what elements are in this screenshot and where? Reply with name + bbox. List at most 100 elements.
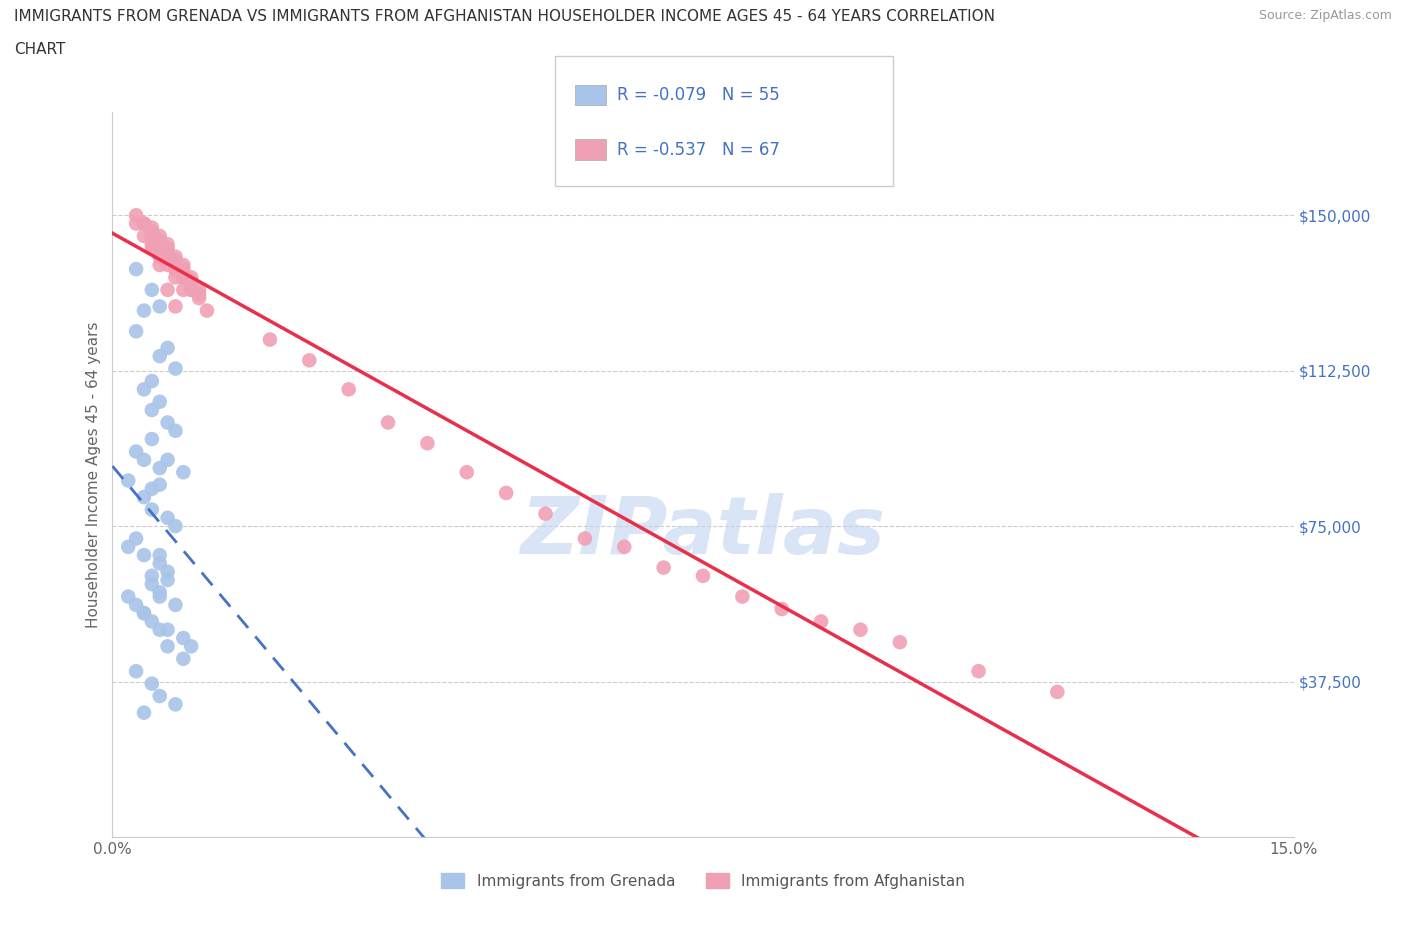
Point [180,639,202,654]
Point [156,241,179,256]
Point [534,506,557,521]
Point [180,270,202,285]
Point [165,519,187,534]
Point [117,589,139,604]
Point [172,266,194,281]
Point [172,270,194,285]
Point [125,597,148,612]
Point [149,229,172,244]
Text: R = -0.079   N = 55: R = -0.079 N = 55 [617,86,780,104]
Point [132,490,155,505]
Point [574,531,596,546]
Point [810,614,832,629]
Point [770,602,793,617]
Point [180,283,202,298]
Point [149,249,172,264]
Point [188,283,211,298]
Point [141,432,163,446]
Point [172,631,194,645]
Point [149,258,172,272]
Point [165,361,187,376]
Point [195,303,218,318]
Point [188,291,211,306]
Point [165,597,187,612]
Point [125,261,148,276]
Point [149,477,172,492]
Point [172,651,194,666]
Point [141,237,163,252]
Point [165,423,187,438]
Point [141,224,163,239]
Point [141,482,163,497]
Point [149,548,172,563]
Point [117,473,139,488]
Point [149,556,172,571]
Point [156,639,179,654]
Point [141,614,163,629]
Point [125,324,148,339]
Point [156,452,179,467]
Point [132,548,155,563]
Point [156,415,179,430]
Point [125,207,148,222]
Point [132,229,155,244]
Point [165,270,187,285]
Point [298,352,321,367]
Point [172,270,194,285]
Point [141,374,163,389]
Point [172,465,194,480]
Point [149,622,172,637]
Point [416,436,439,451]
Point [149,589,172,604]
Point [149,585,172,600]
Point [156,565,179,579]
Y-axis label: Householder Income Ages 45 - 64 years: Householder Income Ages 45 - 64 years [86,321,101,628]
Point [172,283,194,298]
Legend: Immigrants from Grenada, Immigrants from Afghanistan: Immigrants from Grenada, Immigrants from… [436,867,970,895]
Point [165,261,187,276]
Point [156,237,179,252]
Point [156,283,179,298]
Point [156,258,179,272]
Point [156,249,179,264]
Point [141,229,163,244]
Point [188,286,211,301]
Point [849,622,872,637]
Point [141,229,163,244]
Point [132,382,155,397]
Point [180,274,202,289]
Point [141,568,163,583]
Point [889,635,911,650]
Point [172,261,194,276]
Point [125,531,148,546]
Point [149,394,172,409]
Point [117,539,139,554]
Point [149,241,172,256]
Point [141,241,163,256]
Point [132,605,155,620]
Point [731,589,754,604]
Point [165,697,187,711]
Text: ZIPatlas: ZIPatlas [520,493,886,571]
Text: R = -0.537   N = 67: R = -0.537 N = 67 [617,140,780,158]
Point [149,460,172,475]
Point [149,349,172,364]
Point [141,577,163,591]
Text: Source: ZipAtlas.com: Source: ZipAtlas.com [1258,9,1392,22]
Point [337,382,360,397]
Point [132,605,155,620]
Point [156,246,179,260]
Point [132,705,155,720]
Point [495,485,517,500]
Point [180,283,202,298]
Point [165,253,187,268]
Point [125,444,148,458]
Point [156,511,179,525]
Point [1046,684,1069,699]
Point [125,216,148,231]
Text: IMMIGRANTS FROM GRENADA VS IMMIGRANTS FROM AFGHANISTAN HOUSEHOLDER INCOME AGES 4: IMMIGRANTS FROM GRENADA VS IMMIGRANTS FR… [14,9,995,24]
Point [613,539,636,554]
Point [377,415,399,430]
Point [156,249,179,264]
Point [149,688,172,703]
